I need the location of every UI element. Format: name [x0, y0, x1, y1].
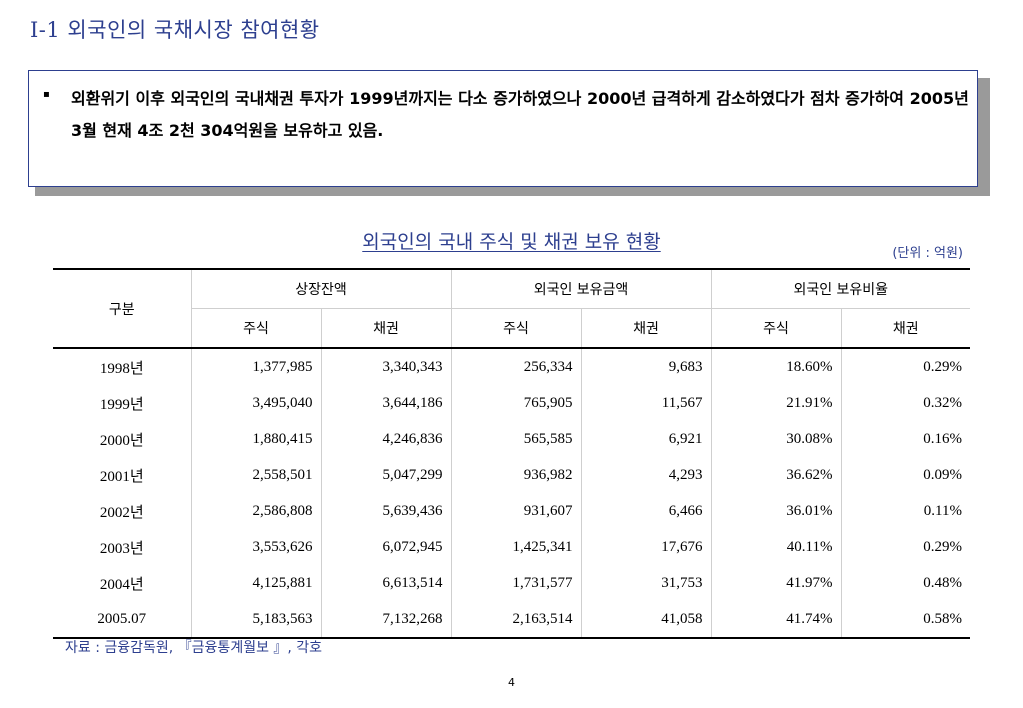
row-label: 2002년 [99, 504, 144, 521]
header-group-foreign-ratio: 외국인 보유비율 [710, 268, 970, 309]
table-cell: 4,125,881 [190, 565, 321, 601]
table-cell: 6,072,945 [320, 529, 451, 565]
table-cell: 2,163,514 [450, 601, 581, 639]
table-cell: 6,613,514 [320, 565, 451, 601]
header-category: 구분 [53, 268, 192, 349]
header-sub-stock: 주식 [450, 308, 582, 349]
source-note: 자료 : 금융감독원, 『금융통계월보 』, 각호 [65, 640, 323, 656]
table-cell: 1,425,341 [450, 529, 581, 565]
table-row: 2003년 3,553,626 6,072,945 1,425,341 17,676 40… [53, 529, 970, 565]
unit-label: (단위 : 억원) [892, 246, 963, 261]
table-cell: 6,466 [580, 493, 711, 529]
table-cell: 36.01% [710, 493, 841, 529]
header-sub-bond: 채권 [320, 308, 452, 349]
table-cell: 3,553,626 [190, 529, 321, 565]
header-sub-bond: 채권 [580, 308, 712, 349]
table-cell: 17,676 [580, 529, 711, 565]
table-cell: 256,334 [450, 348, 581, 385]
table-cell: 5,639,436 [320, 493, 451, 529]
row-label: 2003년 [99, 540, 144, 557]
summary-box: ▪ 외환위기 이후 외국인의 국내채권 투자가 1999년까지는 다소 증가하였… [28, 70, 978, 187]
table-row: 2000년 1,880,415 4,246,836 565,585 6,921 30.08… [53, 421, 970, 457]
table-row: 1998년 1,377,985 3,340,343 256,334 9,683 18.60… [53, 348, 970, 385]
holdings-table: 구분 상장잔액 외국인 보유금액 외국인 보유비율 주식 채권 주식 채권 주식 채권 1… [53, 268, 970, 639]
table-cell: 3,495,040 [190, 385, 321, 421]
table-cell: 0.11% [840, 493, 970, 529]
header-sub-stock: 주식 [710, 308, 842, 349]
table-cell: 3,644,186 [320, 385, 451, 421]
row-label: 2001년 [99, 468, 144, 485]
table-cell: 565,585 [450, 421, 581, 457]
table-cell: 5,183,563 [190, 601, 321, 639]
table-cell: 0.09% [840, 457, 970, 493]
row-label: 1999년 [99, 396, 144, 413]
table-cell: 1,731,577 [450, 565, 581, 601]
table-cell: 936,982 [450, 457, 581, 493]
table-row: 2001년 2,558,501 5,047,299 936,982 4,293 36.62… [53, 457, 970, 493]
table-cell: 7,132,268 [320, 601, 451, 639]
table-cell: 41.97% [710, 565, 841, 601]
table-cell: 0.29% [840, 529, 970, 565]
table-cell: 9,683 [580, 348, 711, 385]
table-cell: 18.60% [710, 348, 841, 385]
header-group-listed: 상장잔액 [190, 268, 452, 309]
page-title: I-1 외국인의 국채시장 참여현황 [30, 18, 320, 42]
table-cell: 0.32% [840, 385, 970, 421]
row-label: 2000년 [99, 432, 144, 449]
table-cell: 0.58% [840, 601, 970, 639]
table-cell: 1,377,985 [190, 348, 321, 385]
table-title: 외국인의 국내 주식 및 채권 보유 현황 [0, 227, 1023, 254]
table-cell: 41.74% [710, 601, 841, 639]
table-cell: 2,558,501 [190, 457, 321, 493]
table-cell: 4,246,836 [320, 421, 451, 457]
table-title-text: 외국인의 국내 주식 및 채권 보유 현황 [362, 231, 661, 253]
table-cell: 0.48% [840, 565, 970, 601]
table-row: 2002년 2,586,808 5,639,436 931,607 6,466 36.01… [53, 493, 970, 529]
table-cell: 41,058 [580, 601, 711, 639]
table-cell: 36.62% [710, 457, 841, 493]
table-cell: 11,567 [580, 385, 711, 421]
header-sub-stock: 주식 [190, 308, 322, 349]
table-cell: 31,753 [580, 565, 711, 601]
table-cell: 4,293 [580, 457, 711, 493]
table-cell: 765,905 [450, 385, 581, 421]
header-sub-bond: 채권 [840, 308, 970, 349]
summary-text: 외환위기 이후 외국인의 국내채권 투자가 1999년까지는 다소 증가하였으나… [71, 89, 969, 140]
table-cell: 6,921 [580, 421, 711, 457]
table-cell: 5,047,299 [320, 457, 451, 493]
table-row: 1999년 3,495,040 3,644,186 765,905 11,567 21.9… [53, 385, 970, 421]
table-cell: 931,607 [450, 493, 581, 529]
row-label: 2004년 [99, 576, 144, 593]
bullet-icon: ▪ [43, 89, 50, 100]
table-cell: 21.91% [710, 385, 841, 421]
table-cell: 2,586,808 [190, 493, 321, 529]
table-row: 2004년 4,125,881 6,613,514 1,731,577 31,753 41… [53, 565, 970, 601]
row-label: 2005.07 [53, 601, 191, 639]
row-label: 1998년 [99, 360, 144, 377]
table-cell: 1,880,415 [190, 421, 321, 457]
header-group-foreign-amount: 외국인 보유금액 [450, 268, 712, 309]
table-cell: 30.08% [710, 421, 841, 457]
table-row: 2005.07 5,183,563 7,132,268 2,163,514 41,058… [53, 601, 970, 639]
table-cell: 0.16% [840, 421, 970, 457]
table-cell: 0.29% [840, 348, 970, 385]
table-cell: 3,340,343 [320, 348, 451, 385]
page-number: 4 [508, 676, 515, 689]
table-cell: 40.11% [710, 529, 841, 565]
